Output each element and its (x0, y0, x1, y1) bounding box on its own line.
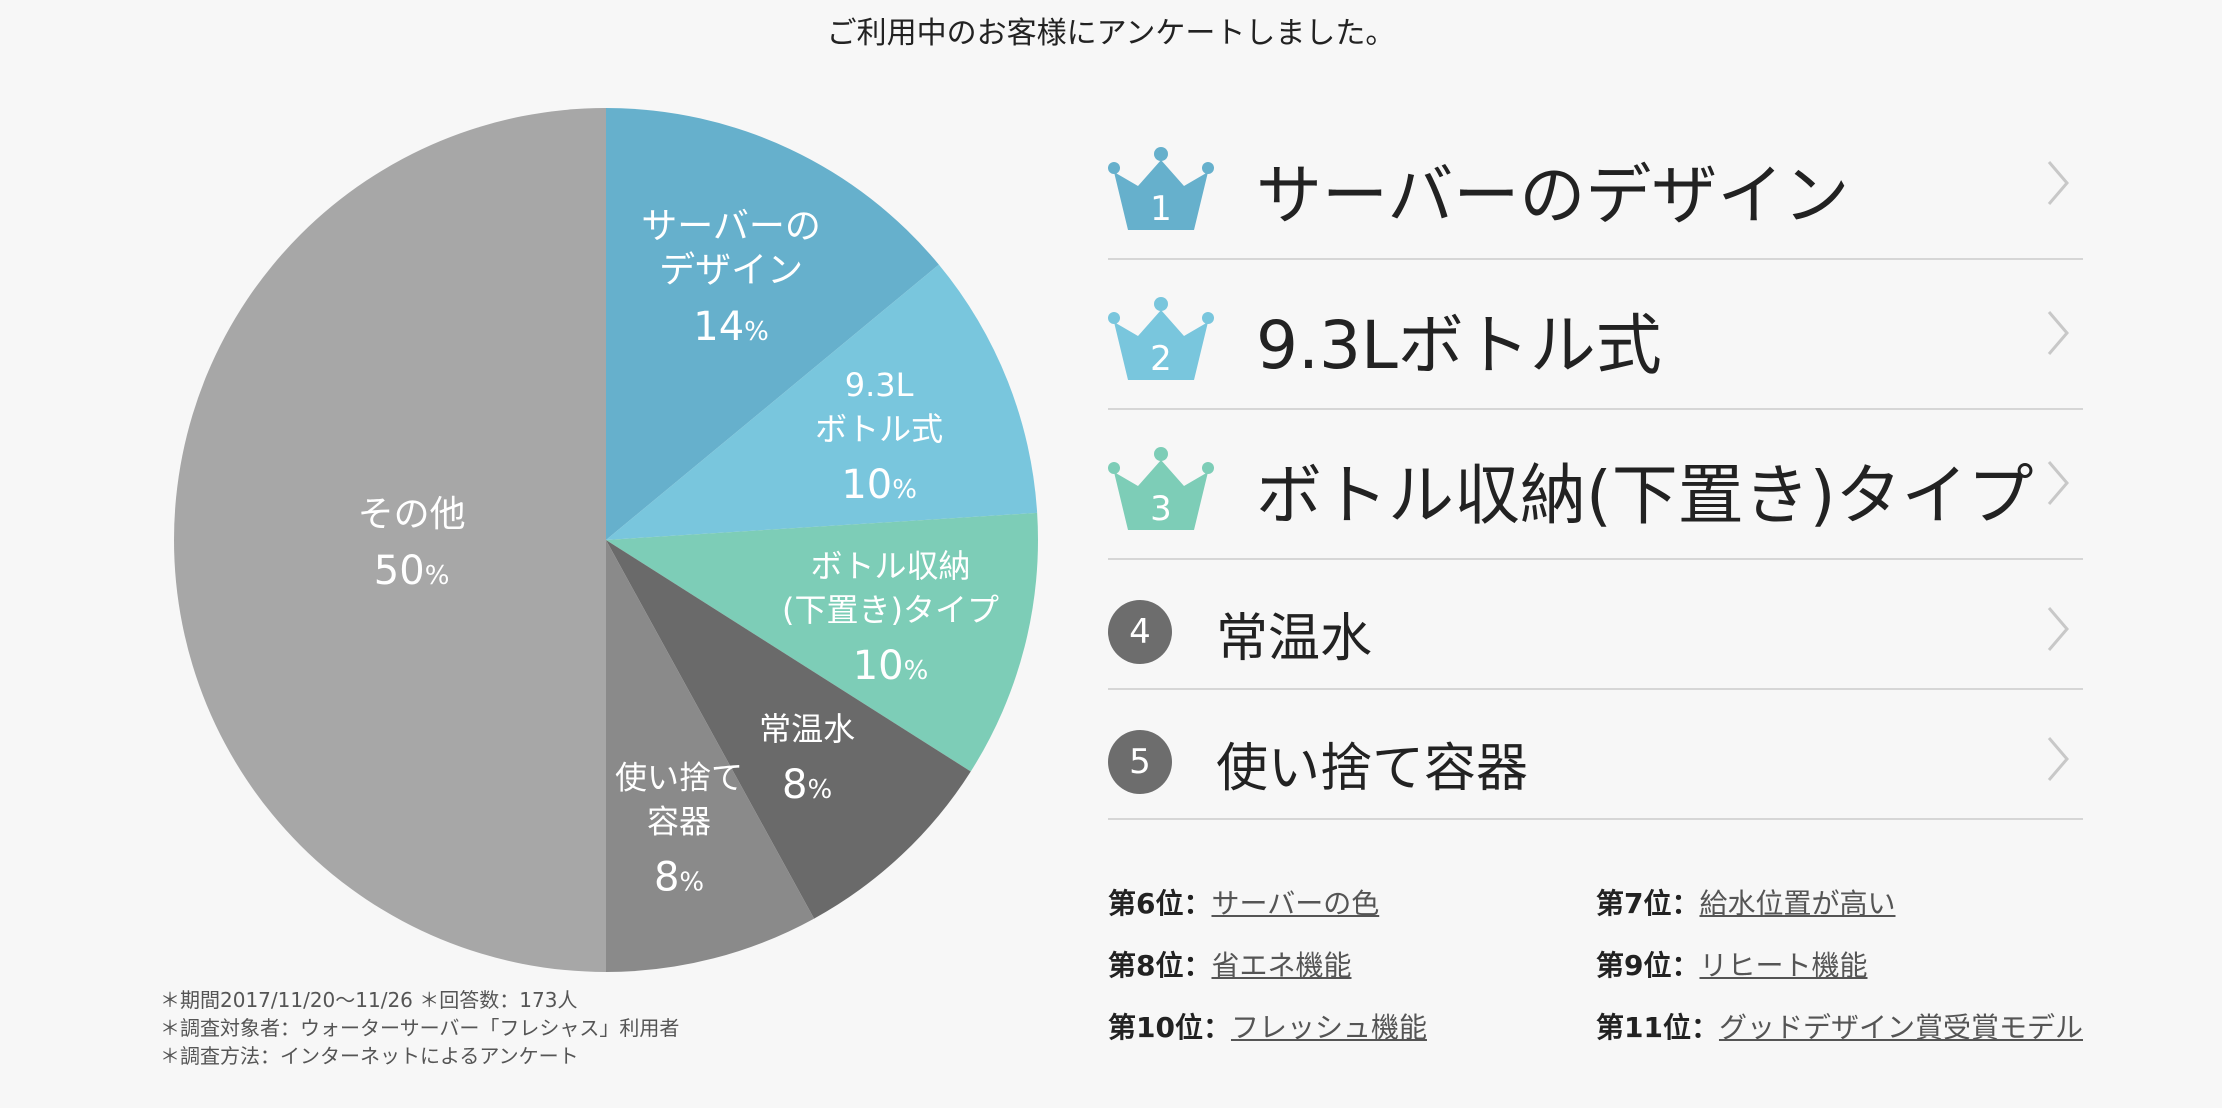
footnote-method: ＊調査方法：インターネットによるアンケート (160, 1044, 579, 1068)
minor-rank-label: 第7位： (1596, 887, 1700, 920)
minor-rank-link[interactable]: サーバーの色 (1211, 887, 1380, 920)
footnote-target: ＊調査対象者：ウォーターサーバー「フレシャス」利用者 (160, 1016, 680, 1040)
pie-chart: サーバーのデザイン 14% 9.3L ボトル式 10% ボトル収納 (下置き)タイプ 10% 常… (174, 108, 1039, 972)
rank-title: 使い捨て容器 (1216, 739, 1529, 799)
slice-value-label: 10% (841, 462, 917, 508)
minor-rank-label: 第11位： (1596, 1011, 1719, 1044)
rank-row-5[interactable]: 5 使い捨て容器 (1108, 690, 2083, 820)
rank-number: 1 (1150, 189, 1172, 229)
pie-slice (174, 108, 606, 972)
chevron-right-icon (2047, 737, 2069, 781)
rank-number-badge: 4 (1108, 600, 1172, 664)
crown-icon: 2 (1108, 297, 1214, 380)
rank-row-1[interactable]: 1 サーバーのデザイン (1108, 110, 2083, 260)
survey-footnotes: ＊期間2017/11/20〜11/26 ＊回答数：173人 ＊調査対象者：ウォー… (160, 986, 679, 1070)
slice-label: サーバーの (641, 206, 821, 247)
minor-rank-link[interactable]: グッドデザイン賞受賞モデル (1718, 1011, 2083, 1044)
slice-value-label: 14% (693, 304, 769, 350)
rank-title: サーバーのデザイン (1256, 157, 1850, 234)
slice-label: 常温水 (759, 710, 855, 748)
chevron-right-icon (2047, 161, 2069, 205)
crown-icon: 3 (1108, 447, 1214, 530)
minor-rank-link[interactable]: 省エネ機能 (1211, 949, 1352, 982)
crown-icon: 1 (1108, 147, 1214, 230)
slice-value-label: 8% (782, 762, 832, 808)
ranking-list: 1 サーバーのデザイン 2 9.3Lボトル式 3 ボトル収納(下置き)タイプ 4… (1108, 110, 2083, 820)
slice-label: ボトル収納 (811, 547, 971, 585)
slice-label: デザイン (659, 250, 803, 291)
rank-title: ボトル収納(下置き)タイプ (1256, 457, 2034, 534)
chevron-right-icon (2047, 461, 2069, 505)
minor-rank-label: 第6位： (1108, 887, 1212, 920)
minor-rank-link[interactable]: リヒート機能 (1699, 949, 1868, 982)
rank-row-4[interactable]: 4 常温水 (1108, 560, 2083, 690)
minor-rank-item: 第8位：省エネ機能 (1108, 944, 1352, 984)
slice-label: (下置き)タイプ (782, 591, 999, 629)
slice-label: ボトル式 (815, 410, 943, 448)
minor-rank-link[interactable]: フレッシュ機能 (1230, 1011, 1427, 1044)
slice-label: 使い捨て (615, 759, 743, 797)
rank-number: 3 (1150, 489, 1172, 529)
minor-rank-label: 第8位： (1108, 949, 1212, 982)
page-intro: ご利用中のお客様にアンケートしました。 (826, 16, 1396, 51)
pie-slice (606, 512, 1039, 772)
slice-value-label: 8% (654, 855, 704, 901)
pie-slice (606, 540, 971, 919)
slice-label: 9.3L (845, 366, 914, 404)
rank-title: 常温水 (1216, 609, 1373, 669)
pie-slice (606, 108, 939, 540)
slice-value-label: 50% (374, 548, 450, 594)
slice-label: 容器 (647, 803, 711, 841)
rank-number-badge: 5 (1108, 730, 1172, 794)
rank-row-3[interactable]: 3 ボトル収納(下置き)タイプ (1108, 410, 2083, 560)
minor-rank-link[interactable]: 給水位置が高い (1699, 887, 1896, 920)
minor-rank-label: 第10位： (1108, 1011, 1231, 1044)
chevron-right-icon (2047, 607, 2069, 651)
rank-number: 2 (1150, 339, 1172, 379)
minor-rank-item: 第6位：サーバーの色 (1108, 882, 1379, 922)
chevron-right-icon (2047, 311, 2069, 355)
minor-rank-item: 第11位：グッドデザイン賞受賞モデル (1596, 1006, 2083, 1046)
footnote-period: ＊期間2017/11/20〜11/26 ＊回答数：173人 (160, 988, 578, 1012)
slice-label: その他 (358, 494, 466, 535)
minor-rank-item: 第7位：給水位置が高い (1596, 882, 1896, 922)
rank-title: 9.3Lボトル式 (1256, 307, 1662, 384)
rank-row-2[interactable]: 2 9.3Lボトル式 (1108, 260, 2083, 410)
slice-value-label: 10% (853, 643, 929, 689)
minor-rank-item: 第9位：リヒート機能 (1596, 944, 1868, 984)
pie-slice (606, 540, 815, 972)
pie-slice (606, 264, 1038, 540)
minor-rank-label: 第9位： (1596, 949, 1700, 982)
minor-rank-item: 第10位：フレッシュ機能 (1108, 1006, 1427, 1046)
